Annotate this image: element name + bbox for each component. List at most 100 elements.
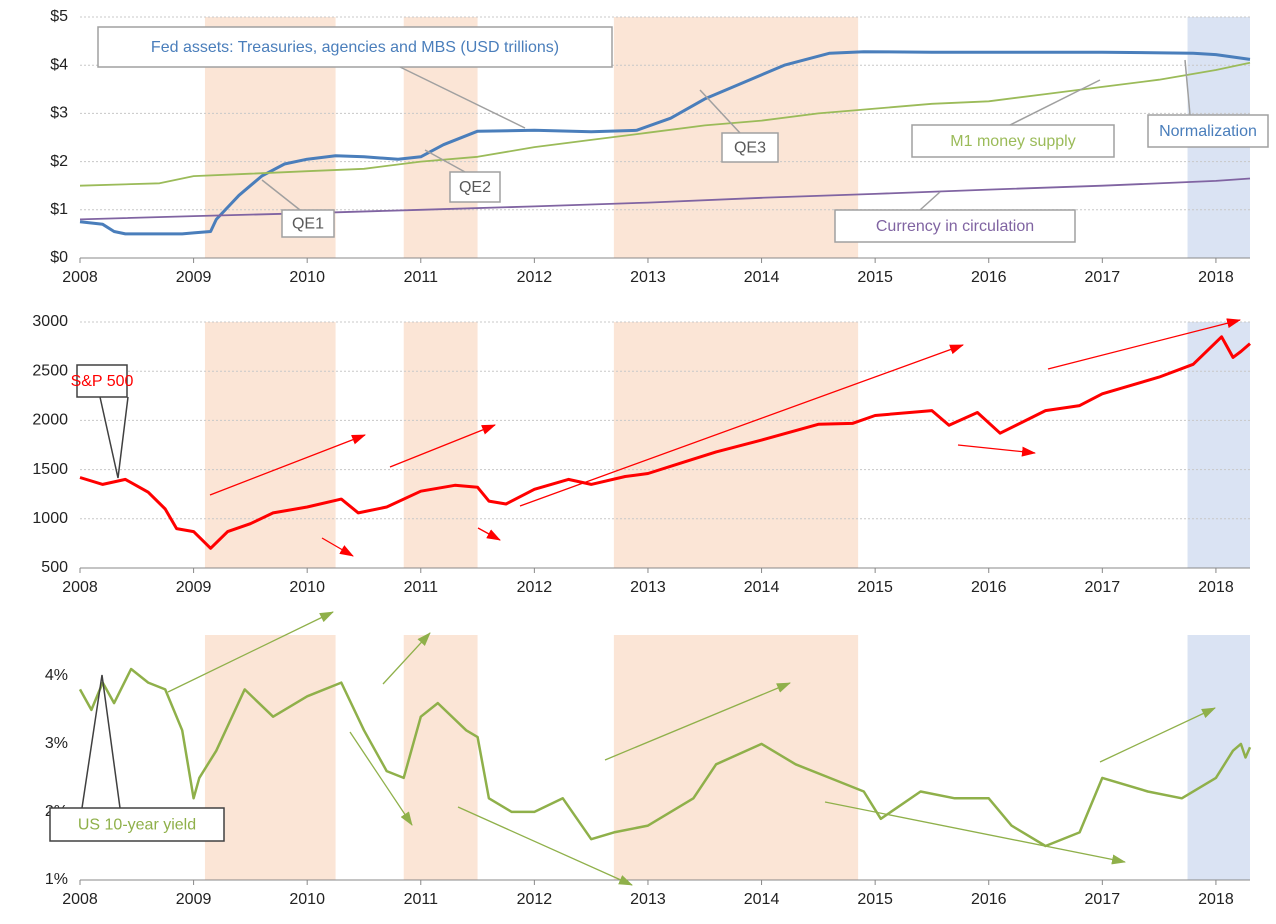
y-tick-label: 2500 (32, 362, 68, 379)
x-tick-label: 2009 (176, 269, 212, 286)
y-tick-label: $0 (50, 249, 68, 266)
series-line (79, 50, 1251, 236)
x-tick-label: 2010 (289, 579, 325, 596)
trend-arrow (209, 434, 366, 496)
x-tick-label: 2018 (1198, 891, 1234, 908)
x-tick-label: 2017 (1085, 269, 1121, 286)
x-tick-label: 2015 (857, 579, 893, 596)
callout-box (49, 807, 225, 842)
x-tick-label: 2012 (517, 891, 553, 908)
y-tick-label: 4% (45, 667, 68, 684)
x-tick-label: 2008 (62, 579, 98, 596)
period-band (1187, 635, 1250, 880)
y-tick-label: $2 (50, 153, 68, 170)
y-tick-label: 2000 (32, 412, 68, 429)
series-label: S&P 500 (71, 373, 134, 390)
x-tick-label: 2013 (630, 891, 666, 908)
callout-box (97, 26, 613, 68)
series-label: M1 money supply (950, 133, 1075, 150)
trend-arrow (824, 801, 1126, 865)
trend-arrow (477, 527, 501, 541)
trend-arrow (519, 344, 964, 507)
trend-arrow (1047, 318, 1241, 370)
period-band (204, 635, 336, 880)
y-tick-label: 1000 (32, 510, 68, 527)
callout-box (281, 209, 335, 238)
series-label: Currency in circulation (876, 218, 1034, 235)
x-tick-label: 2018 (1198, 579, 1234, 596)
period-band (204, 322, 336, 568)
x-tick-label: 2015 (857, 891, 893, 908)
callout-box (76, 364, 128, 398)
y-tick-label: 3000 (32, 313, 68, 330)
period-band (613, 635, 859, 880)
trend-arrow (167, 611, 334, 693)
x-tick-label: 2014 (744, 891, 780, 908)
x-tick-label: 2009 (176, 579, 212, 596)
x-tick-label: 2016 (971, 579, 1007, 596)
trend-arrow (389, 424, 496, 468)
leader-line (261, 179, 301, 211)
callout-box (1147, 114, 1269, 148)
callout-box (911, 124, 1115, 158)
trend-arrows (167, 318, 1241, 886)
x-tick-label: 2016 (971, 891, 1007, 908)
series-line (78, 667, 1252, 848)
x-tick-label: 2013 (630, 579, 666, 596)
y-tick-label: 500 (41, 559, 68, 576)
leader-line (424, 149, 466, 173)
series-label: US 10-year yield (78, 817, 196, 834)
y-tick-label: 3% (45, 735, 68, 752)
trend-arrow (457, 806, 633, 886)
trend-arrow (349, 731, 413, 826)
labels: QE1 QE2 QE3 Normalization $0 $1 $2 $3 $4 $5 2008 20… (32, 8, 1269, 908)
x-tick-label: 2011 (404, 269, 439, 286)
x-tick-label: 2017 (1085, 891, 1121, 908)
trend-arrow (957, 444, 1036, 457)
leader-line (699, 89, 741, 134)
x-tick-label: 2011 (404, 891, 439, 908)
x-tick-label: 2008 (62, 891, 98, 908)
x-tick-label: 2011 (404, 579, 439, 596)
trend-arrow (1099, 707, 1216, 763)
leader-line (99, 396, 129, 479)
period-band (1187, 322, 1250, 568)
trend-arrow (382, 632, 431, 685)
x-tick-label: 2010 (289, 269, 325, 286)
y-tick-label: $3 (50, 105, 68, 122)
x-tick-label: 2018 (1198, 269, 1234, 286)
period-band (403, 322, 478, 568)
x-tick-label: 2008 (62, 269, 98, 286)
callout-box (449, 171, 501, 203)
y-tick-label: 1500 (32, 461, 68, 478)
y-tick-label: $1 (50, 201, 68, 218)
band-label: QE2 (459, 179, 491, 196)
x-tick-label: 2016 (971, 269, 1007, 286)
x-tick-label: 2014 (744, 269, 780, 286)
callout-box (834, 209, 1076, 243)
x-tick-label: 2010 (289, 891, 325, 908)
y-tick-label: $4 (50, 56, 68, 73)
x-tick-label: 2009 (176, 891, 212, 908)
y-tick-label: 1% (45, 871, 68, 888)
band-label: QE3 (734, 140, 766, 157)
x-tick-label: 2012 (517, 579, 553, 596)
period-band (613, 322, 859, 568)
x-tick-label: 2014 (744, 579, 780, 596)
band-label: QE1 (292, 216, 324, 233)
series-line (79, 61, 1251, 187)
x-tick-label: 2017 (1085, 579, 1121, 596)
trend-arrow (321, 537, 354, 557)
leader-line (399, 66, 526, 129)
series-label: Fed assets: Treasuries, agencies and MBS… (151, 39, 559, 56)
leader-line (1009, 79, 1101, 126)
leader-line (919, 191, 941, 211)
x-tick-label: 2013 (630, 269, 666, 286)
grid (79, 16, 1250, 885)
x-tick-label: 2012 (517, 269, 553, 286)
callout-box (721, 132, 779, 163)
trend-arrow (604, 682, 791, 761)
y-tick-label: $5 (50, 8, 68, 25)
x-tick-label: 2015 (857, 269, 893, 286)
